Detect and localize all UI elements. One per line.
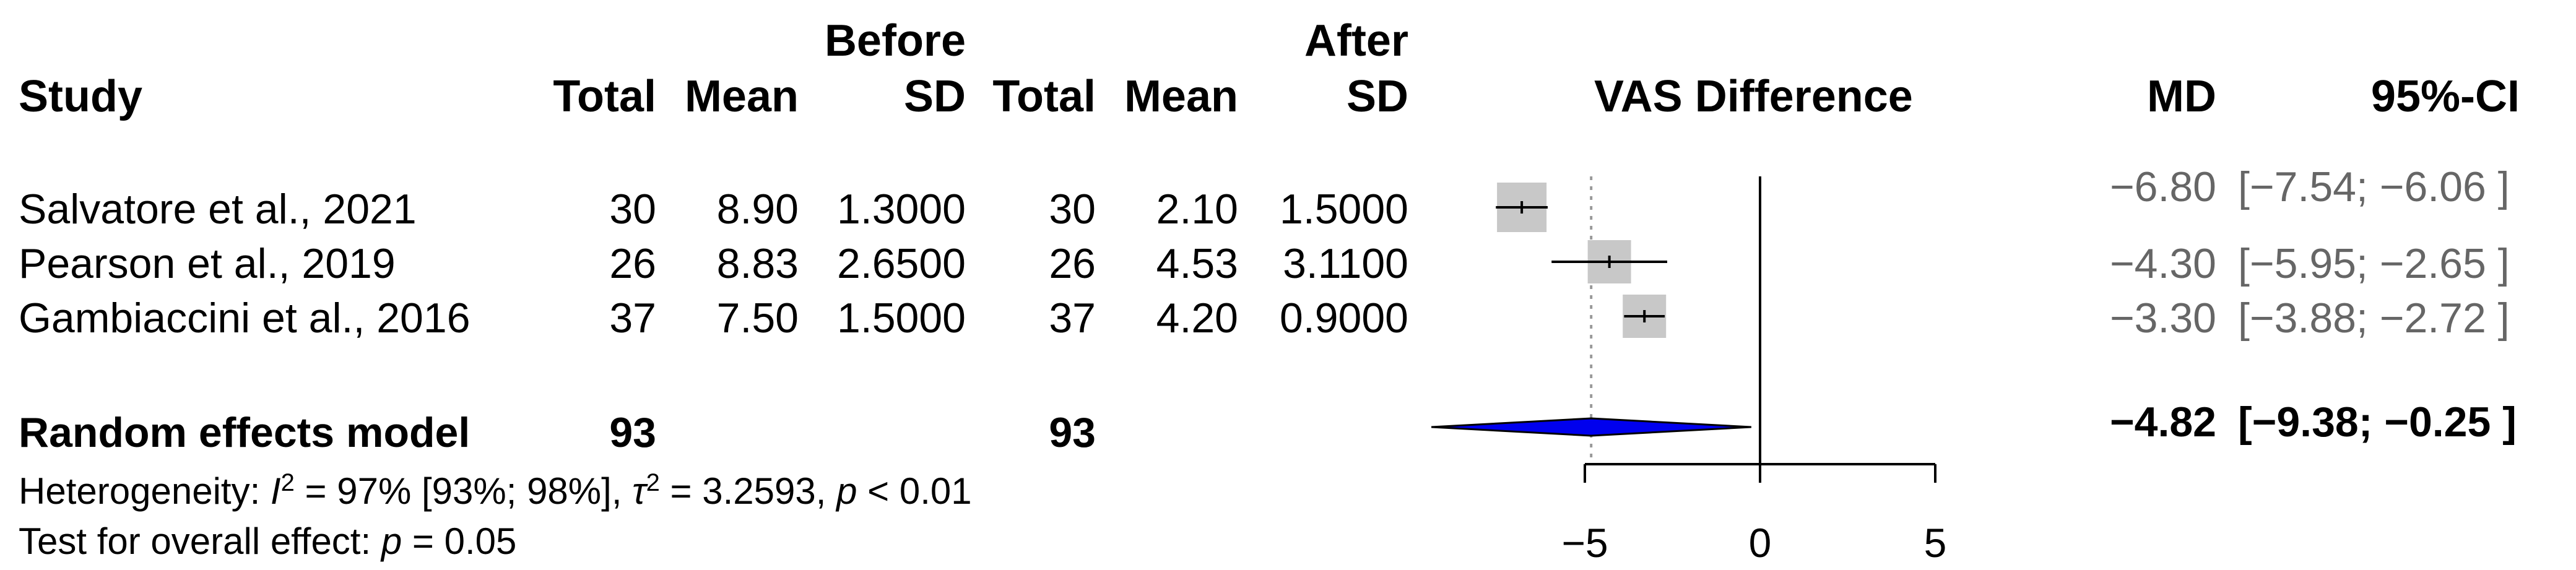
study-name: Gambiaccini et al., 2016 [19, 295, 471, 342]
pooled-diamond [1431, 417, 1751, 437]
x-tick-label: 5 [1924, 520, 1947, 566]
total-after: 26 [1049, 240, 1096, 287]
sd-after-header: SD [1346, 72, 1408, 121]
sd-before-header: SD [903, 72, 966, 121]
heterogeneity-line: Heterogeneity: I2 = 97% [93%; 98%], τ2 =… [19, 469, 972, 512]
mean-before-header: Mean [684, 72, 799, 121]
total-before: 26 [609, 240, 656, 287]
overall-effect-line: Test for overall effect: p = 0.05 [19, 520, 517, 562]
sd-after: 0.9000 [1280, 295, 1408, 342]
total-after-header: Total [992, 72, 1096, 121]
plot-title: VAS Difference [1594, 72, 1913, 121]
sd-before: 1.5000 [837, 295, 966, 342]
mean-before: 8.83 [716, 240, 799, 287]
mean-before: 8.90 [716, 186, 799, 233]
sd-before: 1.3000 [837, 186, 966, 233]
study-name: Salvatore et al., 2021 [19, 186, 417, 233]
sd-after: 1.5000 [1280, 186, 1408, 233]
sd-before: 2.6500 [837, 240, 966, 287]
sd-after: 3.1100 [1283, 240, 1408, 287]
total-before-header: Total [553, 72, 656, 121]
x-tick-label: −5 [1561, 520, 1608, 566]
x-tick-label: 0 [1749, 520, 1772, 566]
md-header: MD [2147, 72, 2216, 121]
total-after: 37 [1049, 295, 1096, 342]
ci-header: 95%-CI [2370, 72, 2520, 121]
mean-after: 4.20 [1156, 295, 1238, 342]
ci-value: [−5.95; −2.65 ] [2238, 240, 2510, 287]
ci-value: [−7.54; −6.06 ] [2238, 163, 2510, 210]
before-group-header: Before [824, 16, 966, 66]
pooled-md: −4.82 [2109, 399, 2216, 446]
total-after: 30 [1049, 186, 1096, 233]
md-value: −6.80 [2109, 163, 2216, 210]
md-value: −3.30 [2109, 295, 2216, 342]
md-value: −4.30 [2109, 240, 2216, 287]
mean-after-header: Mean [1124, 72, 1238, 121]
total-before: 37 [609, 295, 656, 342]
mean-after: 4.53 [1156, 240, 1238, 287]
total-before: 30 [609, 186, 656, 233]
mean-after: 2.10 [1156, 186, 1238, 233]
pooled-label: Random effects model [19, 409, 471, 456]
pooled-total-before: 93 [609, 409, 656, 456]
pooled-ci: [−9.38; −0.25 ] [2238, 399, 2517, 446]
study-name: Pearson et al., 2019 [19, 240, 396, 287]
pooled-total-after: 93 [1049, 409, 1096, 456]
ci-value: [−3.88; −2.72 ] [2238, 295, 2510, 342]
mean-before: 7.50 [716, 295, 799, 342]
study-header: Study [19, 72, 143, 121]
after-group-header: After [1304, 16, 1408, 66]
